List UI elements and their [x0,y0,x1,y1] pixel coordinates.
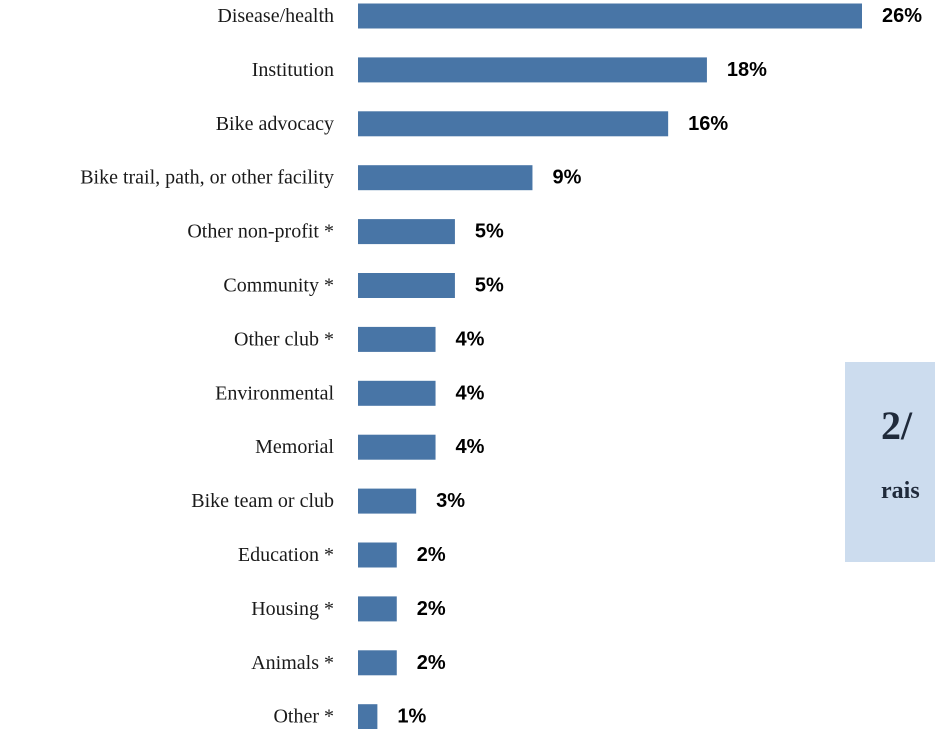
bar [358,434,436,460]
callout-box: 2/ rais [845,362,935,562]
data-label: 18% [727,59,767,81]
bar [358,219,455,245]
bar [358,488,417,514]
category-label: Education * [238,544,334,566]
data-label: 5% [475,275,504,297]
category-label: Disease/health [217,5,334,27]
data-label: 4% [456,328,485,350]
data-label: 4% [456,436,485,458]
bar [358,380,436,406]
callout-sub-text: rais [881,478,920,504]
category-label: Bike advocacy [216,113,334,135]
category-label: Community * [223,275,334,297]
data-label: 2% [417,544,446,566]
data-label: 26% [882,5,922,27]
bar [358,542,397,568]
data-label: 3% [436,490,465,512]
bar [358,165,533,191]
category-label: Bike trail, path, or other facility [80,167,334,189]
data-label: 1% [397,706,426,728]
data-label: 9% [552,167,581,189]
bar [358,650,397,676]
data-label: 2% [417,598,446,620]
category-label: Other non-profit * [187,221,334,243]
category-label: Animals * [251,652,334,674]
category-label: Memorial [255,436,334,458]
category-label: Institution [252,59,334,81]
data-label: 16% [688,113,728,135]
bar [358,273,455,298]
bar [358,596,397,622]
category-label: Other club * [234,328,334,350]
bar [358,326,436,352]
category-label: Housing * [251,598,334,620]
bar [358,111,669,137]
bar [358,3,862,29]
data-label: 4% [456,382,485,404]
category-label: Bike team or club [191,490,334,512]
data-label: 5% [475,221,504,243]
bar [358,704,378,729]
callout-main-text: 2/ [881,403,913,448]
bar [358,57,707,83]
data-label: 2% [417,652,446,674]
category-label: Environmental [215,382,334,404]
category-label: Other * [273,706,334,728]
